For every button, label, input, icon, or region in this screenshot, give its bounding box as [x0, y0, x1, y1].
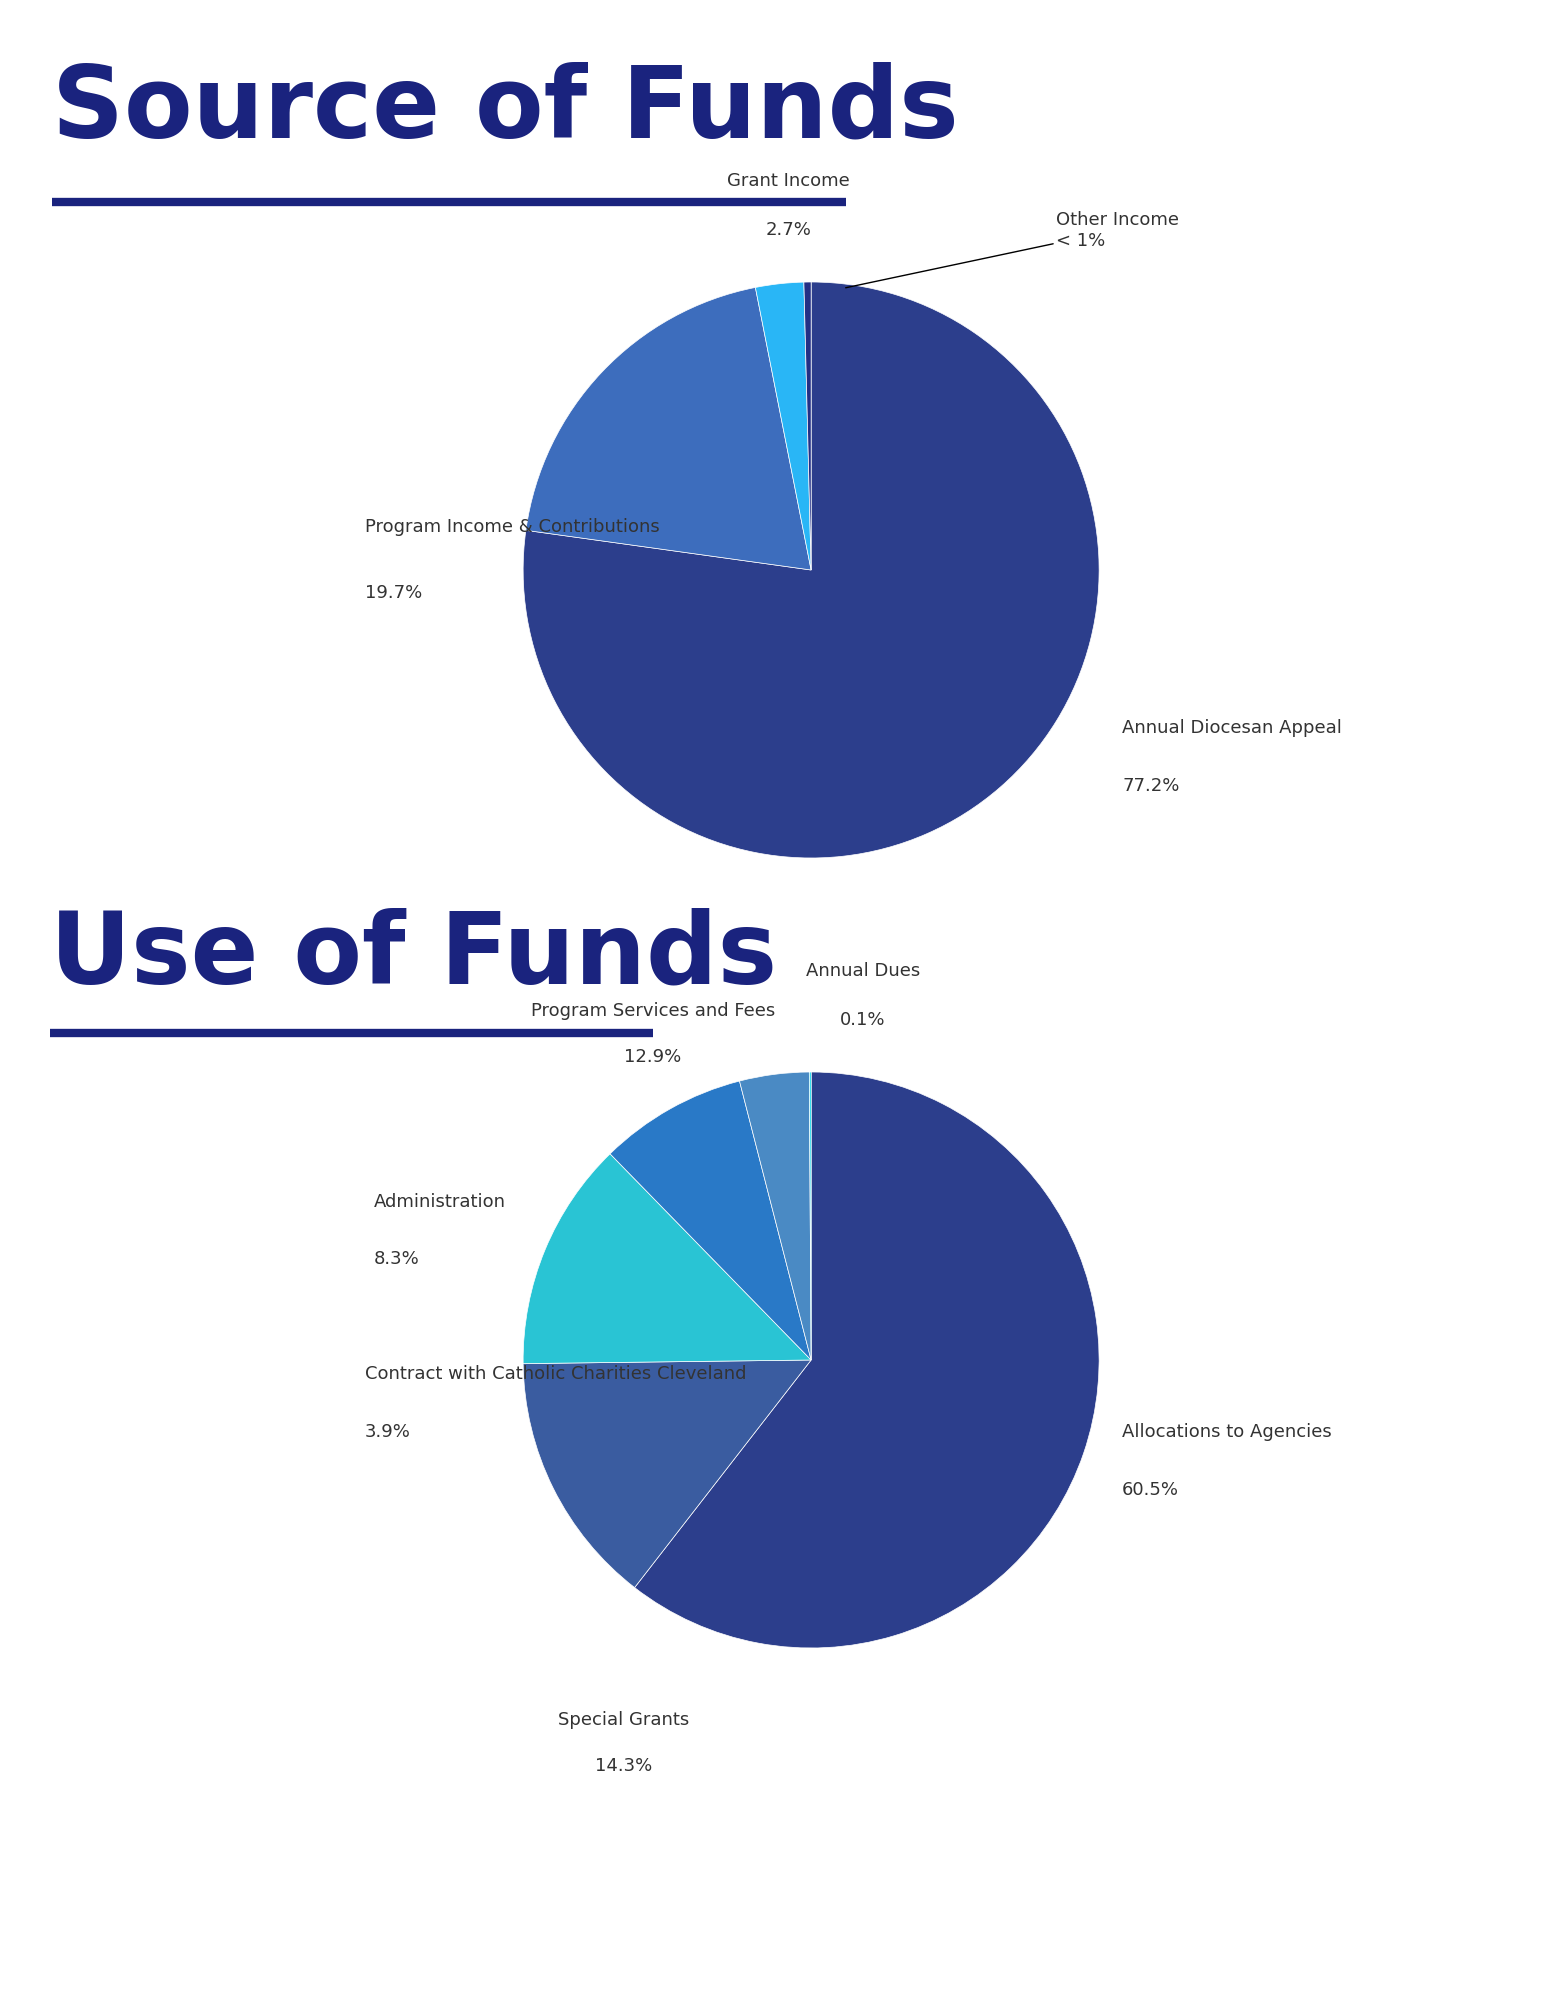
- Text: Grant Income: Grant Income: [726, 172, 850, 190]
- Text: Program Services and Fees: Program Services and Fees: [530, 1002, 776, 1020]
- Wedge shape: [524, 1360, 811, 1588]
- Text: Administration: Administration: [374, 1192, 505, 1210]
- Text: 14.3%: 14.3%: [595, 1758, 652, 1776]
- Text: 9: 9: [1434, 1888, 1455, 1918]
- Wedge shape: [810, 1072, 811, 1360]
- Wedge shape: [740, 1072, 811, 1360]
- Wedge shape: [635, 1072, 1098, 1648]
- Text: Special Grants: Special Grants: [558, 1712, 689, 1730]
- Wedge shape: [610, 1082, 811, 1360]
- Text: 2.7%: 2.7%: [765, 220, 811, 238]
- Text: 0.1%: 0.1%: [840, 1010, 885, 1028]
- Text: 77.2%: 77.2%: [1122, 776, 1179, 794]
- Wedge shape: [524, 1154, 811, 1364]
- Wedge shape: [525, 288, 811, 570]
- Wedge shape: [803, 282, 811, 570]
- Wedge shape: [524, 282, 1098, 858]
- Text: 8.3%: 8.3%: [374, 1250, 419, 1268]
- Text: 3.9%: 3.9%: [365, 1424, 411, 1440]
- Text: Program Income & Contributions: Program Income & Contributions: [365, 518, 660, 536]
- Text: 12.9%: 12.9%: [624, 1048, 681, 1066]
- Text: 60.5%: 60.5%: [1122, 1480, 1179, 1498]
- Text: 19.7%: 19.7%: [365, 584, 422, 602]
- Text: Use of Funds: Use of Funds: [49, 908, 777, 1004]
- Text: Other Income
< 1%: Other Income < 1%: [845, 210, 1179, 288]
- Wedge shape: [756, 282, 811, 570]
- Text: Annual Dues: Annual Dues: [806, 962, 921, 980]
- Text: Allocations to Agencies: Allocations to Agencies: [1122, 1424, 1332, 1440]
- Text: Source of Funds: Source of Funds: [53, 62, 959, 158]
- Text: Additional program funding is provided by the Catholic Campaign for
Human Develo: Additional program funding is provided b…: [62, 1834, 805, 1918]
- Text: Annual Diocesan Appeal: Annual Diocesan Appeal: [1122, 720, 1343, 738]
- Text: Contract with Catholic Charities Cleveland: Contract with Catholic Charities Clevela…: [365, 1366, 746, 1384]
